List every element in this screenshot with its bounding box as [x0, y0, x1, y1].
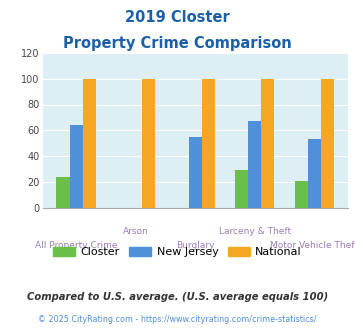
Bar	[202, 79, 215, 208]
Text: Arson: Arson	[123, 227, 148, 236]
Text: All Property Crime: All Property Crime	[35, 241, 118, 250]
Bar	[321, 79, 334, 208]
Bar	[308, 139, 321, 208]
Bar	[261, 79, 274, 208]
Text: Property Crime Comparison: Property Crime Comparison	[63, 36, 292, 51]
Bar	[142, 79, 155, 208]
Bar	[248, 121, 261, 208]
Bar	[56, 177, 70, 208]
Bar	[70, 125, 83, 208]
Bar	[83, 79, 96, 208]
Text: Compared to U.S. average. (U.S. average equals 100): Compared to U.S. average. (U.S. average …	[27, 292, 328, 302]
Text: Motor Vehicle Theft: Motor Vehicle Theft	[271, 241, 355, 250]
Legend: Closter, New Jersey, National: Closter, New Jersey, National	[49, 242, 306, 262]
Text: © 2025 CityRating.com - https://www.cityrating.com/crime-statistics/: © 2025 CityRating.com - https://www.city…	[38, 315, 317, 324]
Bar	[295, 181, 308, 208]
Bar	[235, 170, 248, 208]
Bar	[189, 137, 202, 208]
Text: Larceny & Theft: Larceny & Theft	[219, 227, 291, 236]
Text: Burglary: Burglary	[176, 241, 214, 250]
Text: 2019 Closter: 2019 Closter	[125, 10, 230, 25]
